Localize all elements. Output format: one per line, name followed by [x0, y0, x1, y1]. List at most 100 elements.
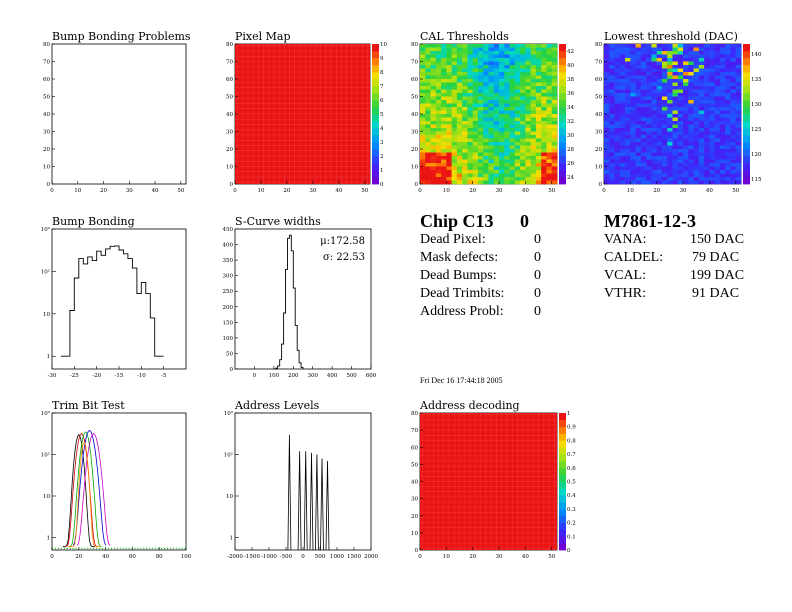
heatmap-cell: [719, 47, 726, 52]
heatmap-cell: [430, 100, 437, 104]
heatmap-cell: [525, 110, 531, 115]
heatmap-cell: [435, 138, 442, 143]
chip-row-label: Address Probl:: [420, 304, 504, 319]
heatmap-cell: [472, 96, 479, 101]
heatmap-cell: [646, 145, 652, 150]
heatmap-cell: [725, 103, 731, 108]
heatmap-cell: [619, 65, 626, 69]
heatmap-cell: [672, 180, 679, 185]
heatmap-cell: [625, 51, 631, 55]
heatmap-cell: [472, 103, 479, 108]
heatmap-cell: [709, 170, 715, 174]
colorbar-label: 10: [380, 42, 387, 48]
heatmap-cell: [446, 180, 452, 185]
heatmap-cell: [446, 138, 452, 143]
heatmap-cell: [514, 135, 521, 139]
heatmap-cell: [646, 93, 652, 97]
heatmap-cell: [504, 166, 510, 171]
heatmap-cell: [656, 121, 663, 125]
heatmap-cell: [619, 89, 626, 94]
heatmap-cell: [725, 121, 731, 125]
heatmap-cell: [535, 166, 542, 171]
heatmap-cell: [420, 124, 426, 129]
heatmap-cell: [530, 156, 537, 160]
heatmap-cell: [614, 58, 621, 62]
heatmap-cell: [551, 114, 558, 118]
x-tick-label: 0: [50, 188, 54, 194]
heatmap-cell: [609, 79, 615, 83]
heatmap-cell: [635, 180, 642, 185]
heatmap-cell: [520, 135, 526, 139]
heatmap-cell: [441, 61, 447, 66]
heatmap-cell: [546, 68, 553, 73]
heatmap-cell: [667, 44, 673, 48]
heatmap-cell: [677, 117, 684, 122]
heatmap-cell: [446, 173, 452, 178]
heatmap-cell: [635, 145, 642, 150]
heatmap-cell: [467, 100, 473, 104]
heatmap-cell: [541, 128, 547, 132]
heatmap-cell: [656, 103, 663, 108]
heatmap-cell: [640, 86, 647, 90]
heatmap-cell: [735, 173, 742, 178]
heatmap-cell: [683, 166, 689, 171]
heatmap-cell: [472, 72, 479, 76]
heatmap-cell: [451, 163, 458, 167]
heatmap-cell: [430, 58, 437, 62]
heatmap-cell: [683, 58, 689, 62]
heatmap-cell: [467, 177, 473, 181]
colorbar-label: 140: [751, 52, 762, 58]
heatmap-cell: [520, 44, 526, 48]
colorbar-cell: [743, 93, 750, 101]
heatmap-cell: [462, 138, 468, 143]
heatmap-cell: [661, 128, 668, 132]
heatmap-cell: [514, 145, 521, 150]
heatmap-cell: [535, 142, 542, 146]
colorbar-cell: [372, 163, 379, 171]
heatmap-cell: [541, 89, 547, 94]
heatmap-cell: [730, 75, 737, 80]
heatmap-cell: [725, 156, 731, 160]
heatmap-cell: [609, 93, 615, 97]
heatmap-cell: [446, 135, 452, 139]
heatmap-cell: [651, 124, 657, 129]
colorbar-label: 3: [380, 140, 384, 146]
heatmap-cell: [725, 131, 731, 136]
heatmap-cell: [683, 152, 689, 157]
heatmap-cell: [509, 114, 516, 118]
heatmap-cell: [719, 145, 726, 150]
heatmap-cell: [420, 173, 426, 178]
heatmap-cell: [477, 166, 484, 171]
heatmap-cell: [483, 89, 489, 94]
heatmap-cell: [714, 159, 721, 164]
heatmap-cell: [667, 121, 673, 125]
heatmap-cell: [520, 114, 526, 118]
heatmap-cell: [661, 149, 668, 153]
heatmap-cell: [704, 68, 710, 73]
heatmap-cell: [530, 54, 537, 59]
heatmap-cell: [477, 173, 484, 178]
heatmap-cell: [520, 65, 526, 69]
colorbar-cell: [559, 44, 566, 52]
heatmap-cell: [630, 142, 636, 146]
x-tick-label: -30: [48, 373, 57, 379]
heatmap-cell: [609, 121, 615, 125]
heatmap-cell: [614, 65, 621, 69]
heatmap-cell: [630, 54, 636, 59]
heatmap-cell: [719, 44, 726, 48]
heatmap-cell: [667, 142, 673, 146]
heatmap-cell: [693, 177, 700, 181]
colorbar-cell: [743, 51, 750, 59]
heatmap-cell: [535, 44, 542, 48]
heatmap-cell: [719, 93, 726, 97]
heatmap-cell: [688, 58, 694, 62]
heatmap-cell: [441, 170, 447, 174]
heatmap-cell: [688, 117, 694, 122]
chip-row-value: 0: [534, 286, 541, 301]
heatmap-cell: [609, 180, 615, 185]
heatmap-cell: [730, 44, 737, 48]
heatmap-cell: [614, 44, 621, 48]
heatmap-cell: [525, 86, 531, 90]
heatmap-cell: [614, 75, 621, 80]
